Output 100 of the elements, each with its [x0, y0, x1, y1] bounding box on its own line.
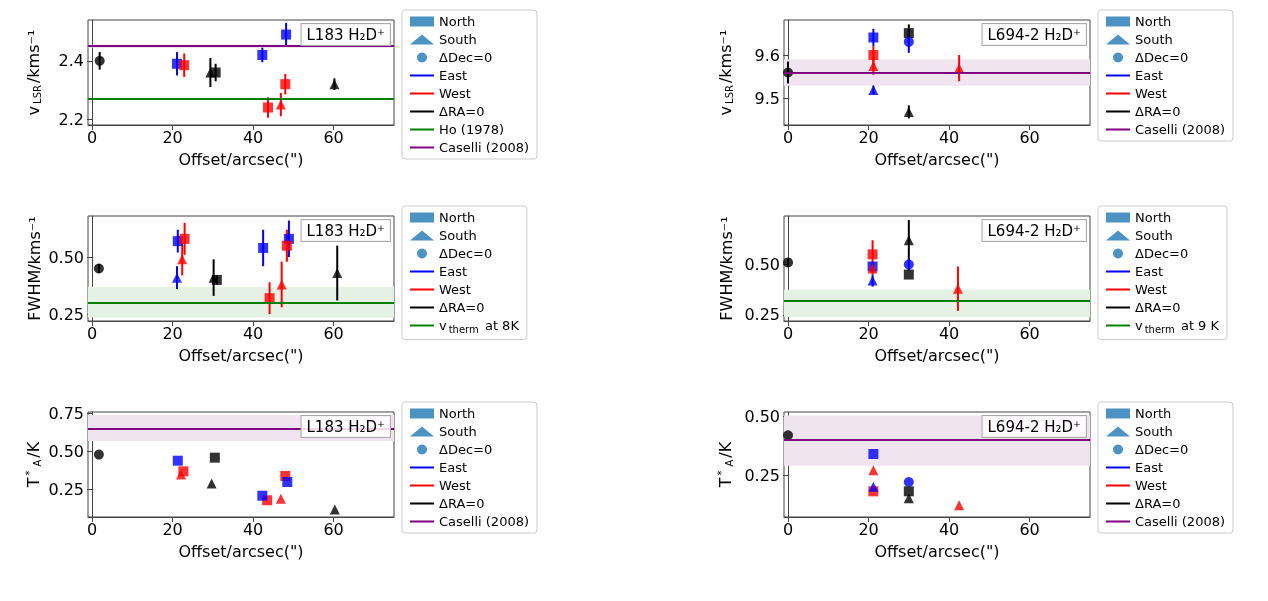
- point: [93, 263, 104, 274]
- x-axis-title: Offset/arcsec("): [874, 541, 1000, 561]
- legend-label: West: [1135, 86, 1167, 101]
- y-tick-label: 9.5: [754, 89, 780, 109]
- point: [282, 477, 293, 487]
- point: [258, 242, 269, 253]
- point: [868, 85, 879, 95]
- legend-label: South: [1135, 228, 1173, 243]
- y-axis-title: T*A/K: [715, 441, 735, 489]
- point: [868, 449, 879, 459]
- legend-label: ΔRA=0: [439, 300, 485, 315]
- x-tick-label: 20: [858, 519, 879, 539]
- legend-label: East: [1135, 264, 1164, 279]
- legend-label: East: [439, 264, 468, 279]
- legend-label: South: [439, 32, 477, 47]
- legend-label: East: [439, 68, 468, 83]
- point: [867, 275, 878, 286]
- legend-label: North: [439, 406, 476, 421]
- x-tick-label: 40: [938, 323, 960, 343]
- legend-label: ΔRA=0: [1135, 300, 1181, 315]
- x-tick-label: 0: [86, 519, 98, 539]
- y-tick-label: 9.6: [754, 45, 780, 65]
- y-axis-title: FWHM/kms⁻¹: [716, 216, 736, 321]
- x-axis-title: Offset/arcsec("): [874, 345, 1000, 365]
- point: [903, 486, 914, 497]
- legend-label: ΔDec=0: [1135, 442, 1189, 457]
- y-axis-title: T*A/K: [23, 441, 43, 489]
- y-axis-title: FWHM/kms⁻¹: [24, 216, 44, 321]
- legend-label: North: [439, 14, 476, 29]
- point: [329, 79, 340, 90]
- x-axis-title: Offset/arcsec("): [874, 149, 1000, 169]
- y-tick-label: 2.2: [58, 109, 84, 129]
- point: [94, 55, 105, 66]
- point: [868, 481, 879, 492]
- x-tick-label: 0: [782, 323, 794, 343]
- point: [868, 50, 879, 60]
- x-tick-label: 0: [86, 127, 98, 147]
- y-tick-label: 0.50: [744, 254, 780, 274]
- annotation: L183 H₂D⁺: [306, 417, 385, 436]
- point: [205, 67, 216, 78]
- x-tick-label: 60: [323, 127, 344, 147]
- x-tick-label: 20: [162, 323, 183, 343]
- legend-label: North: [1135, 14, 1172, 29]
- y-tick-label: 0.25: [744, 465, 780, 485]
- y-tick-label: 0.50: [48, 442, 84, 462]
- legend-label: South: [439, 228, 477, 243]
- legend-label: North: [1135, 210, 1172, 225]
- y-tick-label: 0.50: [48, 247, 84, 267]
- x-axis-title: Offset/arcsec("): [178, 541, 304, 561]
- point: [172, 455, 183, 466]
- point: [206, 478, 217, 489]
- point: [280, 79, 291, 90]
- legend-label: Caselli (2008): [1135, 122, 1226, 137]
- x-axis-title: Offset/arcsec("): [178, 345, 304, 365]
- point: [903, 235, 914, 246]
- y-axis-title: vLSR/kms⁻¹: [23, 29, 43, 116]
- x-tick-label: 0: [782, 127, 794, 147]
- legend-label: West: [1135, 478, 1167, 493]
- legend-label: Caselli (2008): [1135, 514, 1226, 529]
- point: [281, 29, 292, 40]
- legend-label: West: [439, 86, 471, 101]
- legend-label: ΔRA=0: [439, 104, 485, 119]
- point: [954, 500, 965, 511]
- x-tick-label: 40: [242, 519, 264, 539]
- x-tick-label: 60: [323, 519, 344, 539]
- legend-label: ΔDec=0: [439, 50, 493, 65]
- x-tick-label: 0: [782, 519, 794, 539]
- legend-label: West: [439, 478, 471, 493]
- x-tick-label: 40: [242, 127, 264, 147]
- annotation: L694-2 H₂D⁺: [987, 221, 1081, 240]
- y-tick-label: 0.25: [48, 304, 84, 324]
- point: [868, 465, 879, 476]
- legend-label: East: [1135, 460, 1164, 475]
- legend-label: ΔDec=0: [1135, 246, 1189, 261]
- x-axis-title: Offset/arcsec("): [178, 149, 304, 169]
- annotation: L183 H₂D⁺: [306, 25, 385, 44]
- legend-label: North: [1135, 406, 1172, 421]
- y-tick-label: 0.25: [744, 305, 780, 325]
- y-tick-label: 0.75: [48, 404, 84, 424]
- x-tick-label: 60: [1019, 519, 1040, 539]
- legend-label: South: [439, 424, 477, 439]
- point: [868, 32, 879, 43]
- point: [281, 240, 292, 251]
- legend-label: ΔDec=0: [439, 246, 493, 261]
- point: [275, 99, 286, 110]
- x-tick-label: 40: [938, 127, 960, 147]
- annotation: L694-2 H₂D⁺: [987, 417, 1081, 436]
- legend-label: ΔRA=0: [439, 496, 485, 511]
- legend-label: ΔDec=0: [1135, 50, 1189, 65]
- point: [329, 504, 340, 515]
- point: [903, 36, 914, 47]
- legend-label: East: [439, 460, 468, 475]
- point: [276, 279, 287, 290]
- x-tick-label: 20: [858, 127, 879, 147]
- legend-label: East: [1135, 68, 1164, 83]
- y-tick-label: 2.4: [58, 51, 84, 71]
- x-tick-label: 20: [858, 323, 879, 343]
- y-axis-title: vLSR/kms⁻¹: [715, 29, 735, 116]
- x-tick-label: 60: [1019, 323, 1040, 343]
- point: [903, 28, 914, 39]
